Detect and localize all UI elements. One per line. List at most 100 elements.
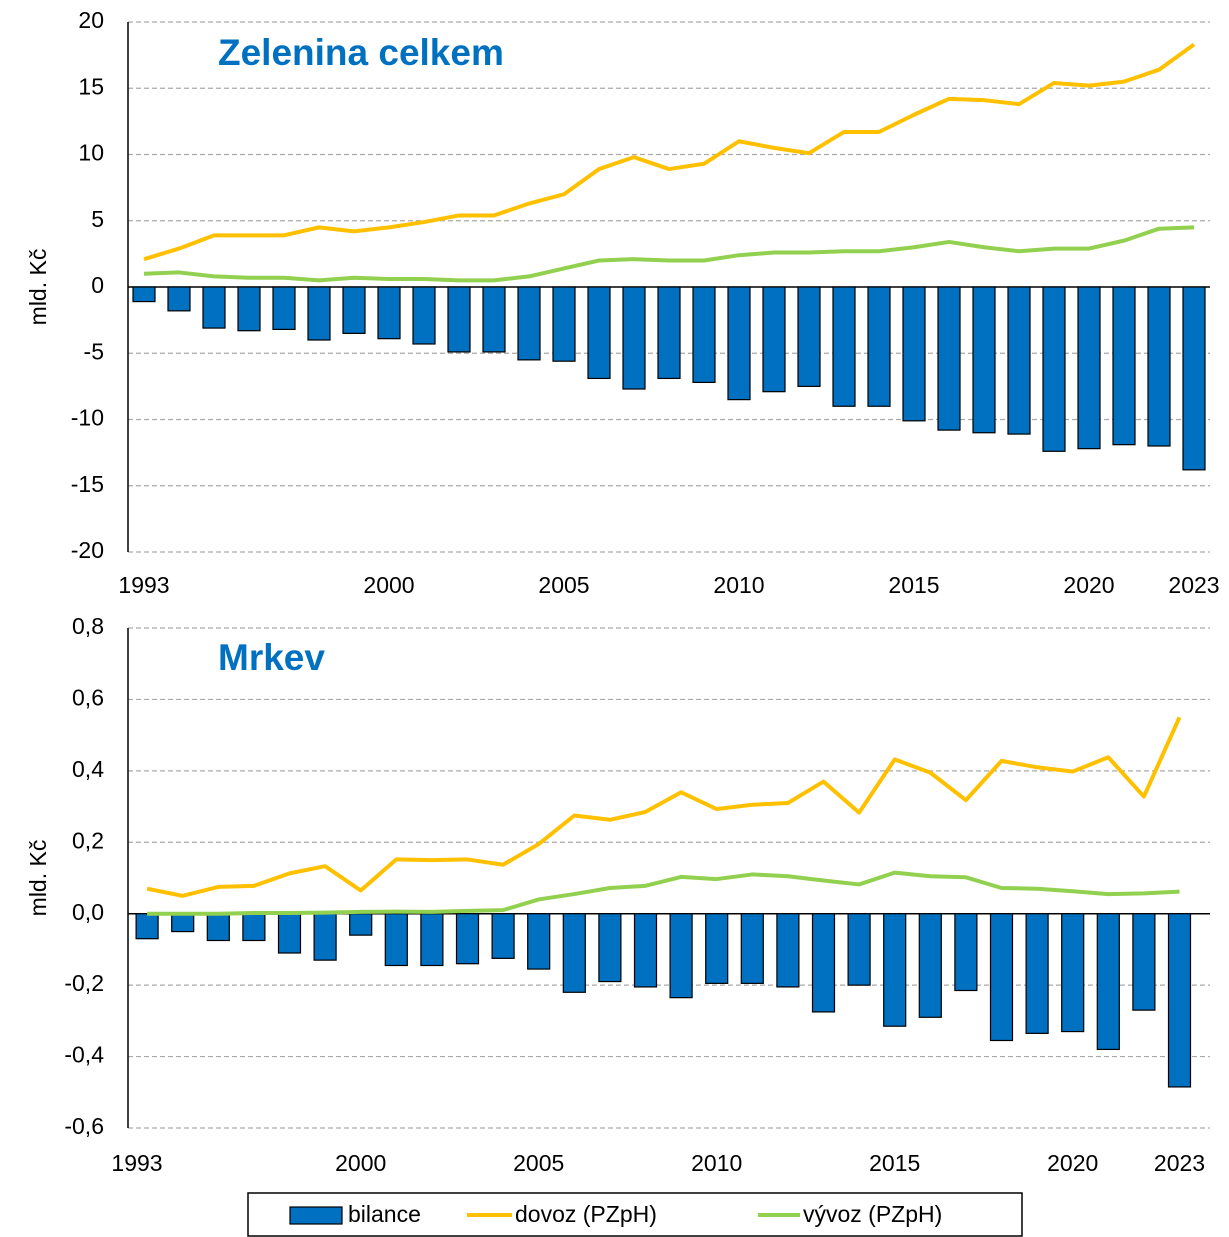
bar [482,286,506,353]
bar [135,913,159,940]
bar [552,286,576,362]
bar [598,913,622,983]
x-tick-label: 2010 [691,1150,742,1176]
x-tick-label: 2020 [1063,572,1114,598]
bar [1077,286,1101,450]
bar [669,913,693,999]
x-tick-label: 2005 [538,572,589,598]
bar [206,913,230,942]
bar [1112,286,1136,446]
bar [272,286,296,331]
chart-title: Mrkev [218,637,325,678]
bar [762,286,786,393]
bar [1167,913,1192,1088]
x-tick-label: 2023 [1168,572,1219,598]
bar [811,913,836,1013]
bar [989,913,1014,1042]
y-tick-label: -20 [71,537,104,563]
bar [1042,286,1066,452]
bar [937,286,961,431]
bar [918,913,942,1018]
y-axis-label: mld. Kč [25,840,51,917]
bar [171,913,195,933]
bar [167,286,191,312]
bar [902,286,926,422]
y-tick-label: -0,2 [64,970,104,996]
x-tick-label: 2000 [363,572,414,598]
y-tick-label: -0,6 [64,1113,104,1139]
bar [883,913,907,1027]
legend-label: bilance [348,1201,421,1227]
bar [527,913,551,970]
y-tick-label: 0,6 [72,685,104,711]
bar [1182,286,1206,471]
bar [342,286,366,334]
bar [447,286,471,353]
x-tick-label: 2015 [888,572,939,598]
bar [455,913,480,965]
bar [972,286,996,434]
y-tick-label: -10 [71,405,104,431]
y-tick-label: 15 [78,73,104,99]
line-series [143,225,1195,283]
bar [562,913,586,993]
bar [1007,286,1031,435]
bar [867,286,891,407]
bar [797,286,821,387]
line-series [147,870,1180,916]
chart-title: Zelenina celkem [218,32,504,73]
y-tick-label: 0,2 [72,827,104,853]
bar [847,913,871,986]
x-tick-label: 2005 [513,1150,564,1176]
y-tick-label: 0 [91,272,104,298]
legend-box [247,1192,1023,1237]
bar [384,913,408,967]
bar [1132,913,1156,1011]
y-tick-label: 5 [91,206,104,232]
bar [420,913,444,967]
line-series [143,42,1196,262]
bar [1096,913,1120,1051]
bar [633,913,658,988]
bar [705,913,729,984]
bar [491,913,515,959]
bar [1147,286,1171,447]
y-axis-label: mld. Kč [25,249,51,326]
bar [242,913,266,942]
bar [692,286,716,384]
x-tick-label: 2023 [1154,1150,1205,1176]
y-tick-label: 10 [78,140,104,166]
x-tick-label: 2020 [1047,1150,1098,1176]
bar [517,286,541,361]
y-tick-label: -15 [71,471,104,497]
x-tick-label: 2015 [869,1150,920,1176]
bar [132,286,156,303]
bar [776,913,800,988]
bar [313,913,337,961]
bar [377,286,401,340]
bar [277,913,302,954]
x-tick-label: 1993 [111,1150,162,1176]
y-tick-label: 20 [78,7,104,33]
bar [587,286,611,380]
bar [622,286,646,390]
bar [412,286,436,345]
bar [307,286,331,341]
bar [727,286,751,401]
y-tick-label: -0,4 [64,1042,104,1068]
bar [832,286,856,407]
legend-label: dovoz (PZpH) [515,1201,657,1227]
x-tick-label: 2000 [335,1150,386,1176]
bar [657,286,681,380]
y-tick-label: 0,8 [72,613,104,639]
bar [349,913,373,936]
bar [1061,913,1085,1033]
legend-label: vývoz (PZpH) [803,1201,942,1227]
bar [954,913,978,992]
x-tick-label: 1993 [118,572,169,598]
x-tick-label: 2010 [713,572,764,598]
y-tick-label: 0,0 [72,899,104,925]
y-tick-label: 0,4 [72,756,104,782]
bar [202,286,226,329]
